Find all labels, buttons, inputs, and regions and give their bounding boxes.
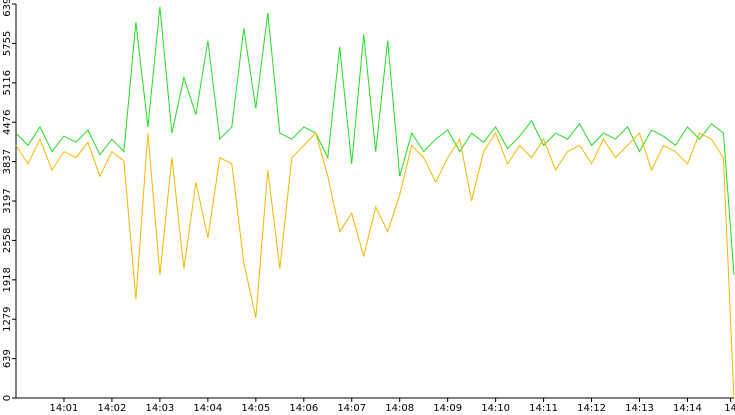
y-tick-label: 1918 — [2, 267, 13, 292]
y-tick-label: 4476 — [2, 110, 13, 135]
x-tick-label: 14:01 — [50, 403, 79, 414]
x-tick-label: 14:13 — [625, 403, 654, 414]
y-tick-label: 6395 — [2, 0, 13, 17]
x-tick-label: 14:11 — [529, 403, 558, 414]
y-tick-label: 5755 — [2, 31, 13, 56]
y-tick-label: 0 — [2, 395, 13, 401]
x-tick-label: 14:10 — [481, 403, 510, 414]
y-tick-label: 5116 — [2, 70, 13, 95]
y-tick-label: 639 — [2, 349, 13, 368]
x-tick-label: 14:06 — [289, 403, 318, 414]
y-tick-label: 3197 — [2, 188, 13, 213]
series-line — [15, 132, 735, 399]
x-tick-label: 14:07 — [337, 403, 366, 414]
x-tick-label: 14:05 — [241, 403, 270, 414]
y-tick-label: 2558 — [2, 228, 13, 253]
x-tick-label: 14 — [724, 403, 735, 414]
x-tick-label: 14:04 — [193, 403, 222, 414]
x-tick-label: 14:08 — [385, 403, 414, 414]
series-line — [15, 6, 735, 275]
x-tick-label: 14:03 — [145, 403, 174, 414]
x-tick-label: 14:14 — [673, 403, 702, 414]
y-tick-label: 1279 — [2, 306, 13, 331]
x-tick-label: 14:02 — [98, 403, 127, 414]
x-tick-label: 14:09 — [433, 403, 462, 414]
x-tick-label: 14:12 — [577, 403, 606, 414]
y-tick-label: 3837 — [2, 149, 13, 174]
